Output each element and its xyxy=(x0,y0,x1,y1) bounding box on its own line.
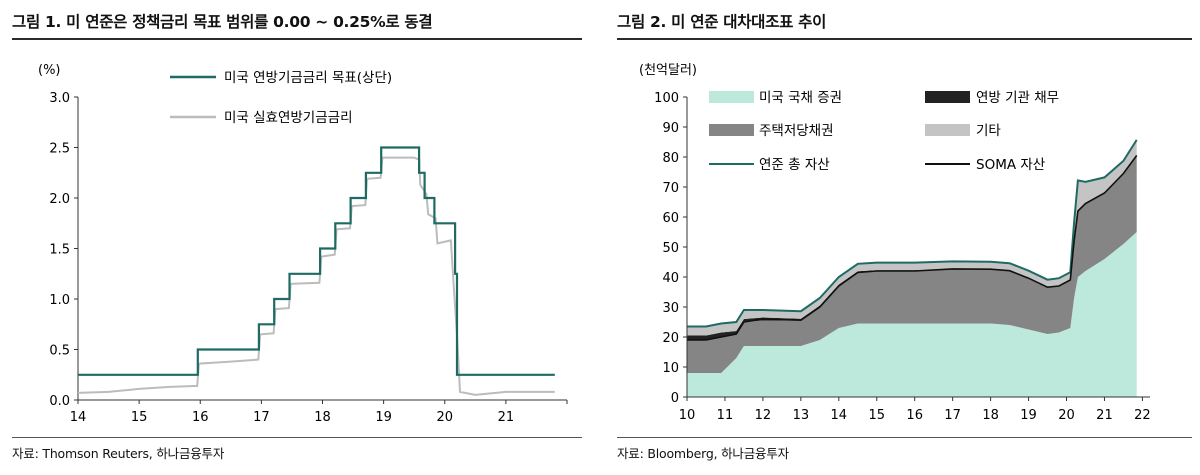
left-x-tick-label: 18 xyxy=(314,410,331,425)
legend-label-mbs: 주택저당채권 xyxy=(759,123,834,139)
left-x-tick-label: 15 xyxy=(131,410,148,425)
right-x-tick-label: 20 xyxy=(1058,408,1075,423)
right-y-tick-label: 70 xyxy=(662,181,679,196)
legend-label-soma: SOMA 자산 xyxy=(976,157,1045,173)
right-title-rule xyxy=(617,38,1192,40)
left-y-tick-label: 1.0 xyxy=(49,293,70,308)
right-y-tick-label: 50 xyxy=(662,241,679,256)
right-x-tick-label: 14 xyxy=(831,408,848,423)
legend-label-target-rate: 미국 연방기금금리 목표(상단) xyxy=(224,70,392,86)
left-source-note: 자료: Thomson Reuters, 하나금융투자 xyxy=(12,446,225,461)
left-y-tick-label: 1.5 xyxy=(49,243,70,258)
right-x-tick-label: 18 xyxy=(982,408,999,423)
right-y-tick-label: 0 xyxy=(671,391,679,406)
effective-rate-line xyxy=(77,156,555,396)
left-x-tick-label: 16 xyxy=(192,410,209,425)
right-x-tick-label: 11 xyxy=(717,408,734,423)
left-x-tick-label: 20 xyxy=(436,410,453,425)
right-y-tick-label: 100 xyxy=(654,91,679,106)
right-x-tick-label: 21 xyxy=(1096,408,1113,423)
right-source-note: 자료: Bloomberg, 하나금융투자 xyxy=(617,446,789,461)
right-y-tick-label: 90 xyxy=(662,121,679,136)
legend-label-treasuries: 미국 국채 증권 xyxy=(759,90,842,106)
right-y-tick-label: 20 xyxy=(662,331,679,346)
left-x-tick-label: 19 xyxy=(375,410,392,425)
right-x-tick-label: 13 xyxy=(793,408,810,423)
left-title-rule xyxy=(12,38,582,40)
right-y-tick-label: 30 xyxy=(662,301,679,316)
right-x-tick-label: 19 xyxy=(1020,408,1037,423)
left-line-chart: (%) 0.0 0.5 1.0 1.5 2.0 2.5 3.0 14 15 16 17 18 19 20 2… xyxy=(38,63,568,425)
right-panel: 그림 2. 미 연준 대차대조표 추이 (천억달러) 0 10 20 30 40 50 60… xyxy=(605,0,1200,475)
right-unit-label: (천억달러) xyxy=(639,63,697,78)
left-x-tick-label: 17 xyxy=(253,410,270,425)
right-x-tick-label: 12 xyxy=(755,408,772,423)
legend-label-agency-debt: 연방 기관 채무 xyxy=(976,90,1059,106)
right-chart-title: 그림 2. 미 연준 대차대조표 추이 xyxy=(617,13,827,31)
left-bottom-rule xyxy=(12,437,582,438)
left-y-tick-label: 0.5 xyxy=(49,344,70,359)
target-rate-line xyxy=(78,146,555,376)
legend-label-other: 기타 xyxy=(976,123,1001,139)
right-x-tick-label: 15 xyxy=(868,408,885,423)
right-y-tick-label: 40 xyxy=(662,271,679,286)
left-chart-title: 그림 1. 미 연준은 정책금리 목표 범위를 0.00 ~ 0.25%로 동결 xyxy=(12,13,433,31)
legend-swatch-treasuries xyxy=(709,91,754,103)
legend-swatch-other xyxy=(925,124,970,136)
right-y-tick-label: 80 xyxy=(662,151,679,166)
right-x-tick-label: 16 xyxy=(906,408,923,423)
left-x-tick-label: 14 xyxy=(70,410,87,425)
right-x-tick-label: 10 xyxy=(679,408,696,423)
total-assets-line xyxy=(687,139,1138,328)
left-legend: 미국 연방기금금리 목표(상단) 미국 실효연방기금금리 xyxy=(170,70,392,126)
right-x-tick-label: 22 xyxy=(1134,408,1151,423)
legend-label-total-assets: 연준 총 자산 xyxy=(759,157,830,173)
legend-swatch-agency-debt xyxy=(925,91,970,103)
soma-line xyxy=(687,155,1138,341)
right-y-tick-label: 10 xyxy=(662,361,679,376)
right-y-tick-label: 60 xyxy=(662,211,679,226)
legend-swatch-mbs xyxy=(709,124,754,136)
left-y-tick-label: 0.0 xyxy=(49,394,70,409)
right-legend: 미국 국채 증권 연방 기관 채무 주택저당채권 기타 연준 총 자산 SOMA… xyxy=(709,90,1059,173)
left-panel: 그림 1. 미 연준은 정책금리 목표 범위를 0.00 ~ 0.25%로 동결… xyxy=(0,0,590,475)
left-x-tick-label: 21 xyxy=(498,410,515,425)
treasuries-area xyxy=(687,232,1137,397)
right-bottom-rule xyxy=(617,437,1192,438)
left-unit-label: (%) xyxy=(38,63,61,78)
legend-label-effective-rate: 미국 실효연방기금금리 xyxy=(224,110,353,126)
left-y-tick-label: 2.5 xyxy=(49,142,70,157)
right-x-tick-label: 17 xyxy=(944,408,961,423)
mbs-area xyxy=(687,155,1137,373)
left-y-tick-label: 2.0 xyxy=(49,192,70,207)
left-y-tick-label: 3.0 xyxy=(49,91,70,106)
